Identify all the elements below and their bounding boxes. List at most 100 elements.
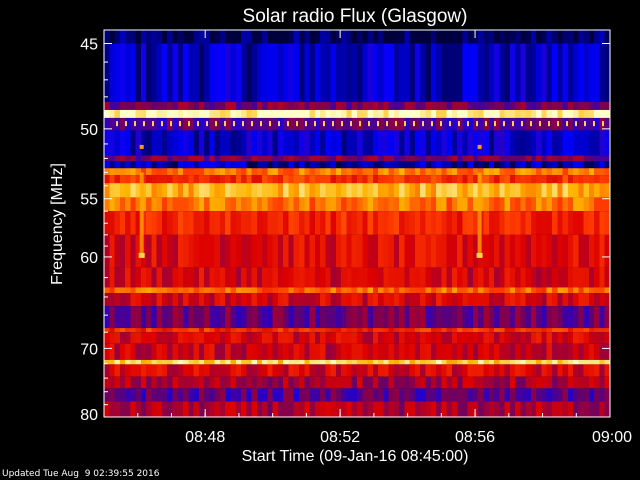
interference-dot [269,121,271,127]
interference-dot [350,121,352,127]
interference-dot [521,121,523,127]
interference-dot [467,121,469,127]
interference-dot [215,121,217,127]
x-tick-label: 09:00 [592,429,632,446]
y-tick-label: 50 [80,122,98,139]
interference-dot [449,121,451,127]
x-axis: 08:48 08:52 08:56 09:00 [103,30,632,446]
interference-dot [503,121,505,127]
interference-dot [323,121,325,127]
interference-dot [197,121,199,127]
interference-dot [359,121,361,127]
interference-dot [368,121,370,127]
frequency-band [104,388,610,402]
interference-dot [440,121,442,127]
frequency-band [104,364,610,377]
frequency-band [104,359,610,365]
interference-dot [224,121,226,127]
burst-mark [139,172,144,257]
interference-dot [602,121,604,127]
interference-dot [377,121,379,127]
frequency-band [104,175,610,184]
frequency-band [104,376,610,389]
interference-dot [116,121,118,127]
interference-dot [530,121,532,127]
y-tick-label: 45 [80,36,98,53]
y-axis-label: Frequency [MHz] [49,163,66,285]
interference-dot [305,121,307,127]
x-tick-label: 08:52 [320,429,360,446]
interference-dot [251,121,253,127]
frequency-band [104,211,610,235]
y-axis: 45 50 55 60 70 80 [80,36,610,424]
interference-dot [278,121,280,127]
interference-dot [161,121,163,127]
interference-dot [134,121,136,127]
interference-dot [206,121,208,127]
frequency-band [104,43,610,102]
frequency-band [104,234,610,268]
interference-dot [584,121,586,127]
interference-dot [341,121,343,127]
frequency-band [104,155,610,162]
interference-dot [314,121,316,127]
interference-dot [170,121,172,127]
interference-dot [476,121,478,127]
burst-mark [476,252,483,258]
interference-dot [422,121,424,127]
y-tick-label: 70 [80,341,98,358]
burst-mark [477,144,482,149]
update-timestamp: Updated Tue Aug 9 02:39:55 2016 [2,469,160,479]
interference-dot [512,121,514,127]
frequency-band [104,168,610,176]
frequency-band [104,161,610,169]
interference-dot [386,121,388,127]
interference-dot [575,121,577,127]
burst-mark [477,172,482,257]
frequency-band [104,101,610,110]
frequency-band [104,183,610,198]
y-tick-label: 80 [80,407,98,424]
burst-mark [139,144,144,149]
y-tick-label: 60 [80,250,98,267]
interference-dot [332,121,334,127]
interference-dot [431,121,433,127]
frequency-band [104,293,610,307]
x-tick-label: 08:48 [185,429,225,446]
interference-dot [296,121,298,127]
interference-dot [404,121,406,127]
frequency-band [104,401,610,417]
interference-dot [242,121,244,127]
frequency-band [104,117,610,131]
interference-dot [260,121,262,127]
x-axis-label: Start Time (09-Jan-16 08:45:00) [242,448,469,465]
frequency-band [104,267,610,288]
y-tick-label: 55 [80,192,98,209]
plot-area [103,29,611,418]
frequency-band [104,343,610,360]
frequency-band [104,130,610,156]
frequency-band [104,332,610,344]
chart-title: Solar radio Flux (Glasgow) [243,6,468,27]
interference-dot [593,121,595,127]
interference-dot [395,121,397,127]
frequency-band [104,287,610,294]
frequency-band [104,328,610,333]
interference-dot [557,121,559,127]
interference-dot [539,121,541,127]
interference-dot [458,121,460,127]
interference-dot [566,121,568,127]
x-tick-label: 08:56 [455,429,495,446]
interference-dot [485,121,487,127]
interference-dot [188,121,190,127]
interference-dot [143,121,145,127]
interference-dot [125,121,127,127]
frequency-band [104,306,610,329]
interference-dot [152,121,154,127]
interference-dot [548,121,550,127]
burst-mark [138,252,145,258]
interference-dot [233,121,235,127]
frequency-band [104,197,610,212]
interference-dot [413,121,415,127]
